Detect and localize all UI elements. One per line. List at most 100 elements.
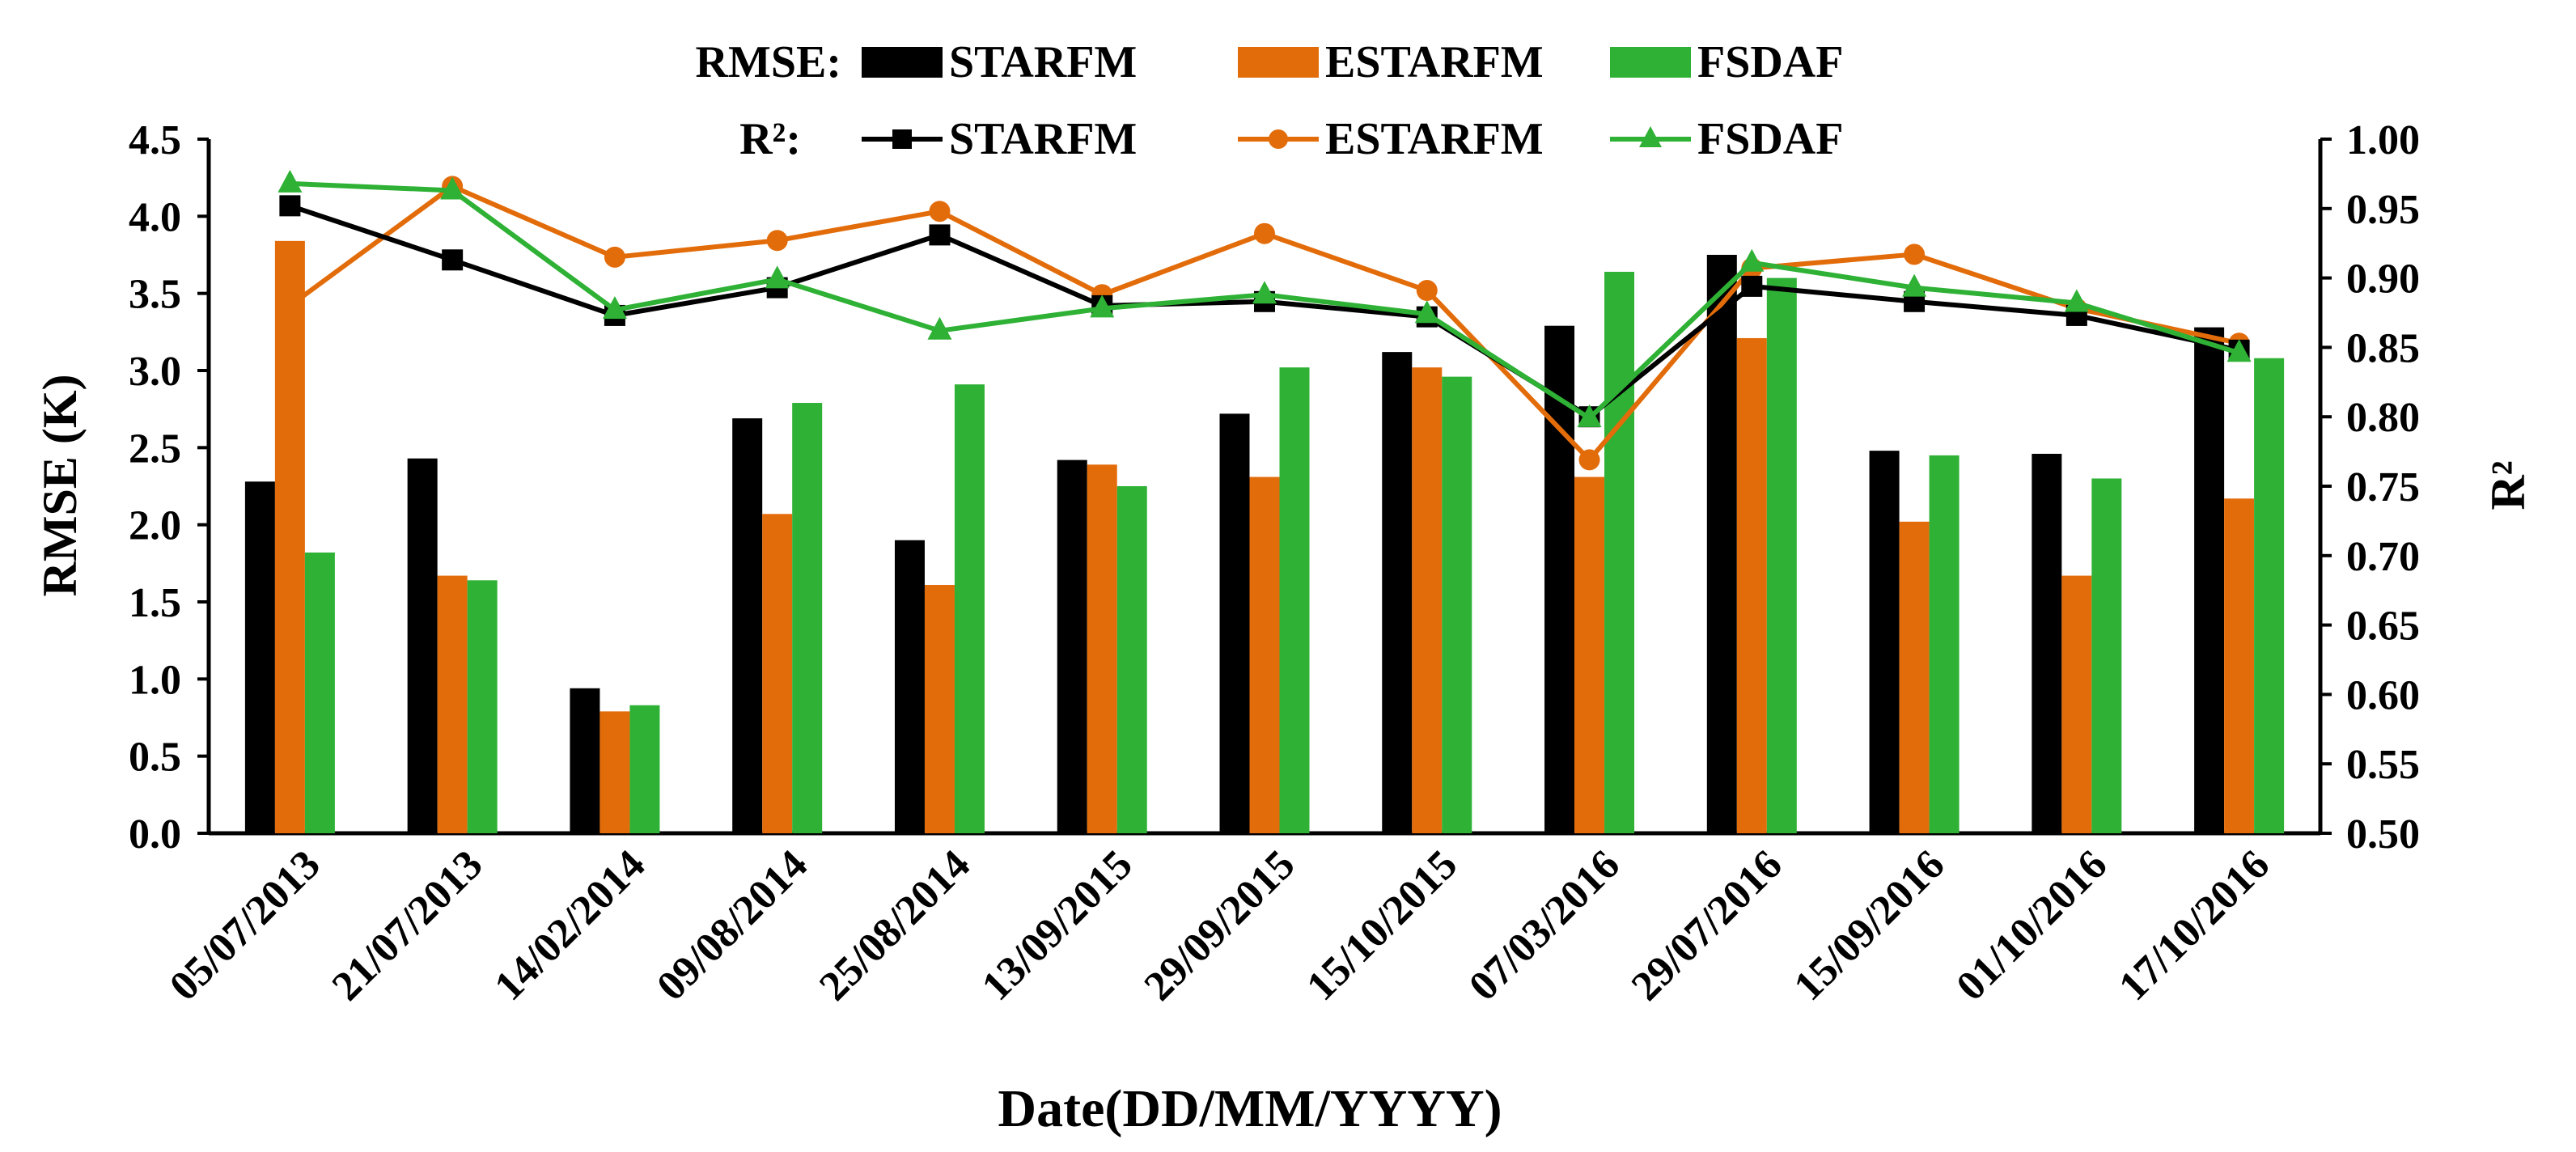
bar-estarfm-12 (2224, 498, 2255, 833)
x-tick-label: 05/07/2013 (161, 841, 329, 1010)
x-tick-label: 13/09/2015 (973, 841, 1142, 1010)
legend: RMSE: R²: STARFM ESTARFM FSDAF STARFM ESTARF… (696, 37, 1844, 164)
y-tick-label: 1.0 (129, 657, 181, 703)
y-tick-label: 4.0 (129, 194, 181, 240)
y-tick-label: 2.0 (129, 503, 181, 549)
y2-tick-label: 0.85 (2346, 325, 2420, 371)
x-tick-label: 21/07/2013 (324, 841, 492, 1010)
x-tick-label: 09/08/2014 (648, 841, 816, 1010)
x-tick-label: 17/10/2016 (2110, 841, 2278, 1010)
y2-axis-title: R² (2481, 460, 2535, 510)
bar-starfm-8 (1544, 325, 1575, 833)
bar-starfm-9 (1706, 255, 1737, 833)
y2-tick-label: 0.95 (2346, 187, 2420, 233)
x-tick-label: 29/07/2016 (1623, 841, 1791, 1010)
bar-estarfm-10 (1899, 521, 1930, 833)
bar-fsdaf-7 (1442, 376, 1472, 833)
bar-starfm-2 (570, 688, 600, 833)
bar-starfm-1 (407, 458, 438, 833)
bar-fsdaf-8 (1604, 271, 1635, 833)
bar-estarfm-5 (1087, 464, 1117, 833)
x-axis-title: Date(DD/MM/YYYY) (998, 1079, 1502, 1138)
legend-bar-swatch-fsdaf (1610, 47, 1691, 78)
bar-estarfm-9 (1736, 337, 1767, 834)
bar-starfm-11 (2032, 453, 2062, 833)
y-tick-label: 2.5 (129, 426, 181, 472)
x-tick-label: 25/08/2014 (811, 841, 979, 1010)
marker-starfm-9 (1741, 275, 1763, 297)
bar-starfm-0 (244, 481, 275, 833)
legend-marker (892, 129, 912, 149)
x-tick-label: 15/10/2015 (1298, 841, 1466, 1010)
legend-r2-label: R²: (739, 114, 801, 164)
right-y-axis-ticks: 0.50 0.55 0.60 0.65 0.70 0.75 0.80 0.85 0.90 0.95… (2320, 117, 2420, 858)
bar-fsdaf-5 (1116, 486, 1147, 833)
marker-estarfm-8 (1578, 449, 1600, 471)
marker-estarfm-0 (279, 294, 301, 316)
bar-starfm-4 (894, 540, 925, 833)
marker-fsdaf-4 (927, 316, 952, 340)
bar-starfm-10 (1869, 451, 1900, 833)
marker-fsdaf-12 (2226, 339, 2252, 362)
y-tick-label: 1.5 (129, 580, 181, 626)
bar-estarfm-3 (762, 514, 793, 833)
x-tick-label: 14/02/2014 (486, 841, 655, 1010)
y-tick-label: 0.5 (129, 735, 181, 781)
bar-estarfm-2 (600, 711, 630, 833)
marker-fsdaf-1 (440, 176, 465, 200)
bar-starfm-7 (1382, 352, 1413, 833)
y-tick-label: 3.0 (129, 349, 181, 395)
bar-fsdaf-11 (2091, 478, 2122, 833)
x-tick-label: 07/03/2016 (1460, 841, 1629, 1010)
bar-fsdaf-3 (792, 403, 823, 833)
marker-fsdaf-10 (1902, 273, 1927, 297)
bar-fsdaf-10 (1929, 455, 1960, 833)
y-tick-label: 3.5 (129, 272, 181, 318)
legend-line-label: STARFM (949, 114, 1137, 164)
bar-fsdaf-0 (304, 552, 335, 833)
bar-estarfm-7 (1412, 367, 1443, 834)
marker-fsdaf-3 (765, 265, 790, 289)
bar-estarfm-8 (1574, 476, 1605, 833)
x-axis-ticks: 05/07/201321/07/201314/02/201409/08/2014… (161, 841, 2278, 1010)
bar-estarfm-4 (924, 585, 955, 833)
legend-line-label: FSDAF (1697, 114, 1843, 164)
bar-estarfm-1 (437, 575, 468, 833)
bar-fsdaf-1 (467, 580, 498, 833)
marker-fsdaf-6 (1252, 281, 1277, 304)
bar-starfm-3 (732, 418, 763, 833)
bar-fsdaf-2 (629, 705, 660, 833)
y2-tick-label: 0.50 (2346, 811, 2420, 858)
x-tick-label: 01/10/2016 (1948, 841, 2116, 1010)
r2-lines (278, 169, 2252, 471)
bar-starfm-5 (1057, 460, 1087, 833)
legend-bar-swatch-starfm (862, 47, 943, 78)
bar-starfm-12 (2194, 327, 2225, 833)
bar-estarfm-11 (2061, 575, 2092, 833)
marker-starfm-4 (929, 224, 951, 246)
legend-bar-label: ESTARFM (1325, 37, 1544, 87)
legend-bar-label: FSDAF (1697, 37, 1843, 87)
y-tick-label: 0.0 (129, 811, 181, 858)
bar-estarfm-6 (1249, 476, 1280, 833)
x-tick-label: 29/09/2015 (1136, 841, 1304, 1010)
bar-fsdaf-12 (2254, 358, 2285, 833)
marker-estarfm-4 (929, 201, 951, 222)
legend-marker (1269, 129, 1288, 149)
marker-estarfm-7 (1416, 280, 1438, 302)
y2-tick-label: 1.00 (2346, 117, 2420, 163)
bar-fsdaf-6 (1279, 367, 1310, 834)
y2-tick-label: 0.80 (2346, 395, 2420, 441)
bar-estarfm-0 (274, 240, 305, 834)
marker-fsdaf-7 (1414, 300, 1439, 324)
legend-bar-label: STARFM (949, 37, 1137, 87)
marker-fsdaf-0 (278, 169, 303, 193)
legend-line-label: ESTARFM (1325, 114, 1544, 164)
marker-starfm-0 (279, 195, 301, 217)
y2-tick-label: 0.75 (2346, 464, 2420, 510)
legend-marker (1639, 126, 1662, 147)
bar-fsdaf-4 (954, 384, 985, 833)
bar-starfm-6 (1219, 413, 1250, 833)
y2-tick-label: 0.90 (2346, 256, 2420, 303)
